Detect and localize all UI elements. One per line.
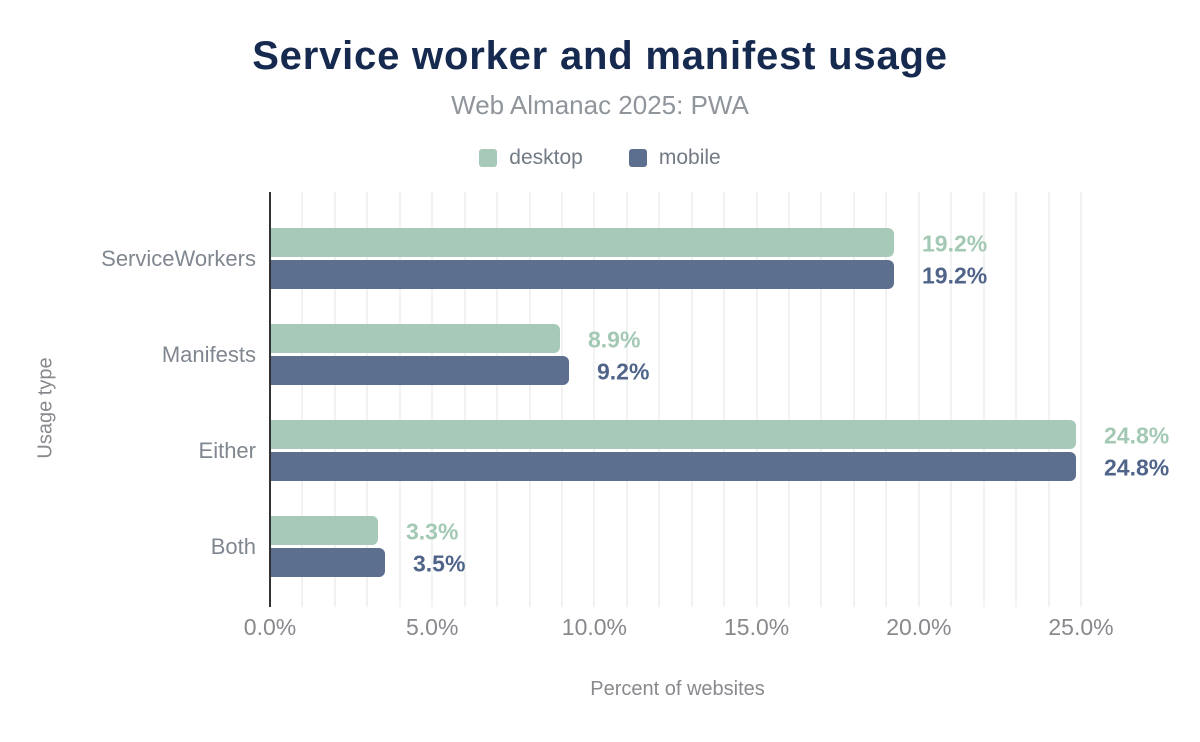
gridline — [593, 192, 596, 607]
legend-swatch-mobile — [628, 149, 647, 167]
x-tick-label: 10.0% — [561, 614, 627, 640]
bar-desktop-both — [271, 516, 378, 545]
legend-item-mobile[interactable]: mobile — [628, 146, 721, 170]
x-axis-title: Percent of websites — [590, 678, 765, 700]
legend: desktop mobile — [0, 146, 1200, 170]
gridline — [301, 192, 304, 607]
plot-area: Percent of websites 19.2% 8.9% 24.8% 3.3% 19… — [101, 190, 1169, 700]
value-label-mobile-serviceworkers: 19.2% — [922, 262, 988, 288]
value-label-desktop-serviceworkers: 19.2% — [922, 230, 988, 256]
gridline — [658, 192, 661, 607]
chart-subtitle: Web Almanac 2025: PWA — [451, 90, 749, 120]
x-tick-label: 20.0% — [886, 614, 952, 640]
chart-title: Service worker and manifest usage — [252, 34, 948, 78]
legend-swatch-desktop — [479, 149, 498, 167]
gridline — [528, 192, 531, 607]
value-label-desktop-manifests: 8.9% — [588, 326, 641, 352]
legend-label-desktop: desktop — [509, 146, 583, 169]
gridline — [982, 192, 985, 607]
gridline — [333, 192, 336, 607]
x-tick-label: 15.0% — [723, 614, 790, 640]
category-label-manifests: Manifests — [161, 341, 256, 367]
gridline — [398, 192, 401, 607]
x-tick-label: 5.0% — [405, 614, 459, 640]
legend-label-mobile: mobile — [658, 146, 721, 169]
bar-desktop-either — [271, 420, 1076, 449]
gridline — [1080, 192, 1082, 607]
gridline — [852, 192, 855, 607]
value-label-mobile-both: 3.5% — [413, 550, 466, 576]
gridline — [431, 192, 434, 607]
gridline — [950, 192, 953, 607]
y-axis-title: Usage type — [34, 357, 57, 459]
gridline — [755, 192, 758, 607]
bar-mobile-manifests — [271, 356, 569, 385]
y-axis-line — [269, 192, 271, 607]
gridline — [560, 192, 563, 607]
gridline — [496, 192, 499, 607]
gridline — [625, 192, 628, 607]
value-label-mobile-manifests: 9.2% — [597, 358, 650, 384]
bar-mobile-both — [271, 548, 385, 577]
bar-mobile-either — [271, 452, 1076, 481]
gridline — [917, 192, 920, 607]
bar-mobile-serviceworkers — [271, 260, 894, 289]
x-tick-label: 25.0% — [1048, 614, 1114, 640]
gridline — [690, 192, 693, 607]
gridline — [723, 192, 726, 607]
category-label-serviceworkers: ServiceWorkers — [101, 245, 256, 271]
bar-desktop-serviceworkers — [271, 228, 894, 257]
gridline — [788, 192, 791, 607]
x-tick-label: 0.0% — [243, 614, 297, 640]
gridline — [1047, 192, 1050, 607]
value-label-desktop-either: 24.8% — [1104, 422, 1170, 448]
gridline — [1015, 192, 1018, 607]
category-label-both: Both — [210, 533, 256, 559]
gridline — [366, 192, 369, 607]
value-label-mobile-either: 24.8% — [1104, 454, 1170, 480]
gridline — [463, 192, 466, 607]
legend-item-desktop[interactable]: desktop — [479, 146, 583, 170]
gridline — [885, 192, 888, 607]
gridline — [820, 192, 823, 607]
bar-desktop-manifests — [271, 324, 560, 353]
value-label-desktop-both: 3.3% — [406, 518, 459, 544]
category-label-either: Either — [198, 437, 256, 463]
